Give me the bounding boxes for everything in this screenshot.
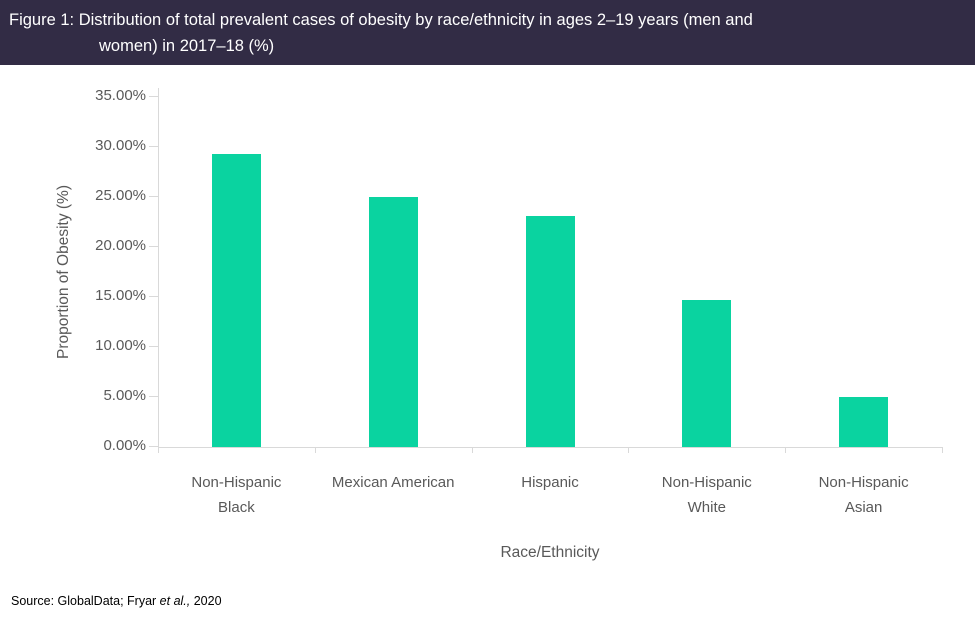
x-tick-mark [628,447,630,453]
source-text: Source: GlobalData; Fryar [11,594,160,608]
x-tick-mark [471,447,473,453]
x-axis-label-non-hispanic-asian: Non-Hispanic Asian [818,474,909,516]
y-tick-mark [149,396,158,397]
y-tick-mark [149,346,158,347]
y-axis-title: Proportion of Obesity (%) [55,184,72,360]
bar-non-hispanic-black [211,154,261,447]
x-tick-mark [785,447,787,453]
y-tick-label: 35.00% [95,87,146,104]
y-tick-label: 10.00% [95,337,146,354]
bar-hispanic [525,216,575,447]
y-tick-mark [149,246,158,247]
y-tick-label: 0.00% [103,437,146,454]
x-axis-label-mexican-american: Mexican American [331,474,455,491]
y-tick-mark [149,446,158,447]
x-tick-mark [942,447,943,453]
figure-title-bar: Figure 1: Distribution of total prevalen… [0,0,975,65]
y-tick-label: 15.00% [95,287,146,304]
source-year: 2020 [190,594,222,608]
bar-mexican-american [368,197,418,447]
bar-non-hispanic-white [682,299,732,447]
bar-non-hispanic-asian [839,396,889,447]
x-axis-line [158,447,942,448]
y-axis-line [158,88,159,447]
y-tick-label: 25.00% [95,187,146,204]
y-tick-label: 5.00% [103,387,146,404]
y-tick-mark [149,146,158,147]
x-axis-title: Race/Ethnicity [500,544,600,561]
x-axis-label-non-hispanic-black: Non-Hispanic Black [191,474,282,516]
x-axis-label-non-hispanic-white: Non-Hispanic White [661,474,752,516]
figure-title-line2: women) in 2017–18 (%) [99,37,275,55]
source-citation-italic: et al., [159,594,191,608]
source-note: Source: GlobalData; Fryar et al., 2020 [11,594,222,608]
x-tick-mark [314,447,316,453]
figure-title-line1: Figure 1: Distribution of total prevalen… [9,11,753,29]
y-tick-label: 20.00% [95,237,146,254]
y-tick-label: 30.00% [95,137,146,154]
x-axis-label-hispanic: Hispanic [521,474,579,491]
y-tick-mark [149,196,158,197]
x-tick-mark [158,447,159,453]
y-tick-mark [149,296,158,297]
y-tick-mark [149,96,158,97]
